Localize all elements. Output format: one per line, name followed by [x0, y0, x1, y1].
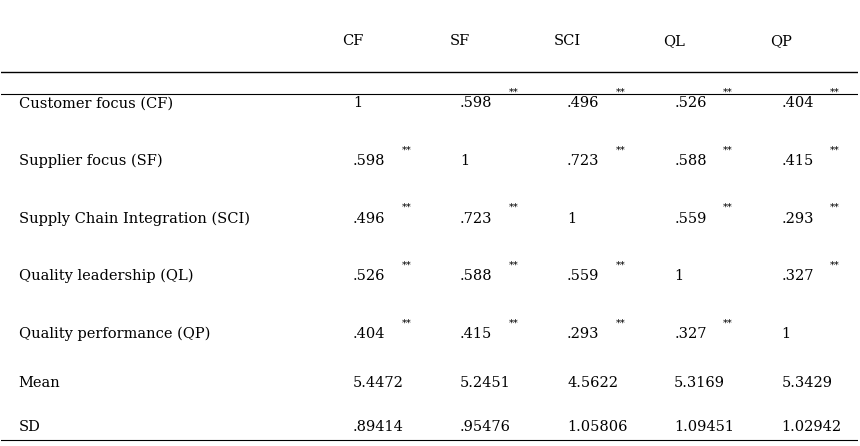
- Text: SD: SD: [19, 420, 40, 434]
- Text: **: **: [509, 260, 519, 269]
- Text: .588: .588: [460, 269, 493, 283]
- Text: .559: .559: [674, 211, 707, 226]
- Text: .723: .723: [460, 211, 493, 226]
- Text: **: **: [616, 88, 626, 97]
- Text: 5.3169: 5.3169: [674, 376, 725, 389]
- Text: 1: 1: [674, 269, 684, 283]
- Text: .89414: .89414: [353, 420, 403, 434]
- Text: **: **: [402, 318, 411, 327]
- Text: 1: 1: [567, 211, 576, 226]
- Text: 5.3429: 5.3429: [782, 376, 832, 389]
- Text: .526: .526: [353, 269, 385, 283]
- Text: .415: .415: [782, 154, 814, 168]
- Text: .598: .598: [460, 96, 493, 110]
- Text: .95476: .95476: [460, 420, 511, 434]
- Text: 1: 1: [782, 327, 790, 341]
- Text: **: **: [509, 318, 519, 327]
- Text: Quality leadership (QL): Quality leadership (QL): [19, 269, 193, 283]
- Text: 1: 1: [353, 96, 362, 110]
- Text: .293: .293: [567, 327, 599, 341]
- Text: Customer focus (CF): Customer focus (CF): [19, 96, 173, 110]
- Text: QP: QP: [771, 34, 792, 48]
- Text: SCI: SCI: [554, 34, 580, 48]
- Text: **: **: [723, 145, 733, 154]
- Text: 5.4472: 5.4472: [353, 376, 403, 389]
- Text: Supplier focus (SF): Supplier focus (SF): [19, 154, 163, 168]
- Text: CF: CF: [342, 34, 364, 48]
- Text: QL: QL: [663, 34, 685, 48]
- Text: **: **: [830, 203, 840, 212]
- Text: **: **: [723, 318, 733, 327]
- Text: **: **: [616, 318, 626, 327]
- Text: .415: .415: [460, 327, 492, 341]
- Text: 1.05806: 1.05806: [567, 420, 628, 434]
- Text: SF: SF: [450, 34, 470, 48]
- Text: **: **: [402, 260, 411, 269]
- Text: **: **: [830, 88, 840, 97]
- Text: **: **: [723, 203, 733, 212]
- Text: **: **: [402, 145, 411, 154]
- Text: .598: .598: [353, 154, 385, 168]
- Text: Mean: Mean: [19, 376, 60, 389]
- Text: .404: .404: [782, 96, 814, 110]
- Text: 5.2451: 5.2451: [460, 376, 511, 389]
- Text: .496: .496: [353, 211, 385, 226]
- Text: .293: .293: [782, 211, 814, 226]
- Text: **: **: [830, 260, 840, 269]
- Text: 1: 1: [460, 154, 469, 168]
- Text: 1.09451: 1.09451: [674, 420, 734, 434]
- Text: **: **: [509, 88, 519, 97]
- Text: .559: .559: [567, 269, 599, 283]
- Text: .496: .496: [567, 96, 599, 110]
- Text: **: **: [509, 203, 519, 212]
- Text: Supply Chain Integration (SCI): Supply Chain Integration (SCI): [19, 211, 249, 226]
- Text: **: **: [830, 145, 840, 154]
- Text: **: **: [616, 260, 626, 269]
- Text: .588: .588: [674, 154, 707, 168]
- Text: 4.5622: 4.5622: [567, 376, 618, 389]
- Text: .404: .404: [353, 327, 385, 341]
- Text: **: **: [616, 145, 626, 154]
- Text: 1.02942: 1.02942: [782, 420, 841, 434]
- Text: **: **: [723, 88, 733, 97]
- Text: .723: .723: [567, 154, 599, 168]
- Text: .526: .526: [674, 96, 707, 110]
- Text: **: **: [402, 203, 411, 212]
- Text: .327: .327: [674, 327, 707, 341]
- Text: .327: .327: [782, 269, 814, 283]
- Text: Quality performance (QP): Quality performance (QP): [19, 326, 210, 341]
